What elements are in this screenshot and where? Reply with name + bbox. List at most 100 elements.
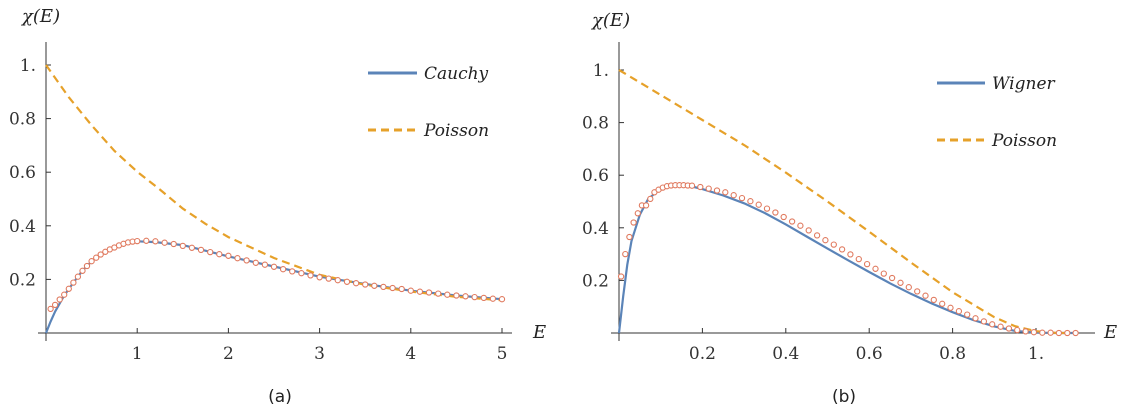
data-point <box>56 296 63 303</box>
y-tick-label: 0.2 <box>582 271 609 291</box>
data-point <box>788 218 796 225</box>
data-point <box>855 255 862 263</box>
y-tick-label: 0.8 <box>582 114 609 134</box>
data-point <box>179 242 186 250</box>
data-point <box>47 305 54 313</box>
x-tick-label: 1 <box>132 344 143 364</box>
data-point <box>170 240 177 248</box>
data-point <box>380 283 387 291</box>
data-point <box>930 296 937 304</box>
data-point <box>143 237 150 244</box>
data-point <box>480 294 487 302</box>
data-point <box>93 254 100 261</box>
y-axis-label: χ(E) <box>590 10 630 31</box>
data-point <box>914 288 921 295</box>
x-axis-label: E <box>1103 322 1117 343</box>
data-point <box>425 289 433 296</box>
data-point <box>872 265 879 272</box>
data-point <box>97 251 104 258</box>
data-point <box>697 183 704 191</box>
y-tick-label: 0.6 <box>9 163 36 183</box>
data-point <box>939 300 946 307</box>
data-point <box>279 266 287 273</box>
y-tick-label: 0.4 <box>9 217 36 237</box>
data-point <box>316 274 323 281</box>
data-point <box>1039 329 1046 336</box>
panel-caption: (a) <box>268 387 292 407</box>
series-line-poisson <box>618 69 1078 335</box>
data-point <box>225 252 232 259</box>
data-point <box>362 281 369 288</box>
data-point <box>74 273 82 280</box>
data-point <box>947 304 954 311</box>
data-point <box>634 210 641 217</box>
x-tick-label: 5 <box>497 344 508 364</box>
data-point <box>780 213 787 221</box>
data-point <box>207 248 214 256</box>
data-point <box>416 288 424 295</box>
data-point <box>772 209 779 216</box>
data-point <box>298 270 305 277</box>
data-point <box>398 285 405 293</box>
data-point <box>444 291 451 298</box>
data-point <box>65 285 72 292</box>
data-point <box>642 202 650 209</box>
data-point <box>1005 325 1013 332</box>
data-point <box>797 222 804 229</box>
series-line-cauchy <box>44 240 503 334</box>
data-point <box>822 237 829 244</box>
data-point <box>705 185 712 192</box>
data-point <box>738 194 746 202</box>
data-point <box>243 257 250 264</box>
legend-label-cauchy: Cauchy <box>424 64 489 84</box>
data-point <box>1030 329 1038 336</box>
data-point <box>79 267 86 274</box>
data-point <box>389 284 396 292</box>
data-point <box>1014 326 1021 334</box>
data-point <box>216 251 223 258</box>
y-tick-label: 0.4 <box>582 219 609 239</box>
data-point <box>1047 329 1054 336</box>
data-point <box>51 301 59 309</box>
x-tick-label: 2 <box>223 344 234 364</box>
data-point <box>1064 329 1071 337</box>
data-point <box>289 268 296 275</box>
data-point <box>83 262 91 270</box>
series-line-poisson <box>45 64 503 302</box>
data-point <box>897 279 904 286</box>
data-point <box>498 296 506 303</box>
data-point <box>905 284 912 291</box>
data-point <box>763 205 771 212</box>
data-point <box>252 259 259 266</box>
data-point <box>630 219 637 226</box>
y-tick-label: 1. <box>20 56 36 76</box>
data-point <box>188 244 196 251</box>
y-tick-label: 0.6 <box>582 166 609 186</box>
data-point <box>922 292 929 299</box>
data-point <box>617 273 625 280</box>
data-point <box>888 274 896 282</box>
legend-label-poisson: Poisson <box>423 121 489 141</box>
data-point <box>647 195 654 203</box>
data-point <box>471 293 478 301</box>
y-axis-label: χ(E) <box>20 6 60 27</box>
y-tick-label: 1. <box>593 61 609 81</box>
x-tick-label: 0.8 <box>939 344 966 364</box>
x-tick-label: 0.6 <box>856 344 883 364</box>
data-point <box>980 318 988 325</box>
data-point <box>722 189 729 196</box>
data-point <box>838 246 846 253</box>
data-point <box>997 323 1004 330</box>
data-point <box>134 237 141 245</box>
data-point <box>847 251 854 258</box>
data-point <box>352 280 360 287</box>
y-tick-label: 0.2 <box>9 270 36 290</box>
data-point <box>270 263 278 270</box>
data-point <box>489 295 497 302</box>
data-point <box>863 260 871 268</box>
data-point <box>989 321 996 328</box>
data-point <box>964 311 971 318</box>
series-line-wigner <box>617 183 1078 335</box>
data-point <box>70 279 77 286</box>
